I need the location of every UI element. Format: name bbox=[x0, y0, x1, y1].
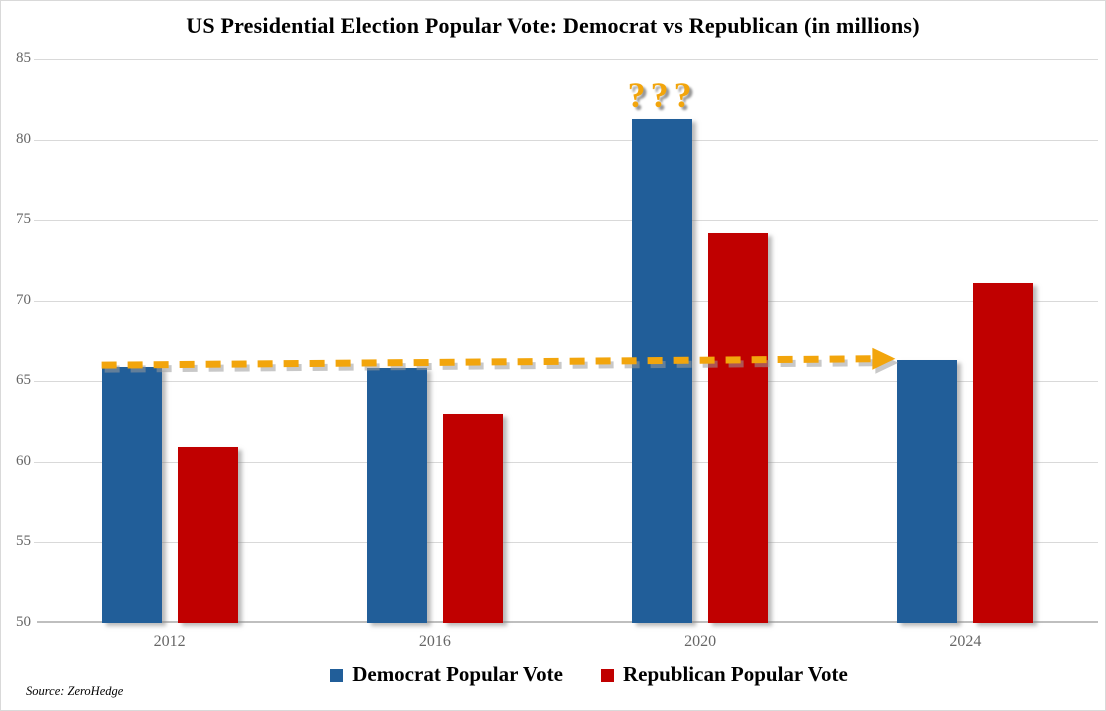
legend-item-republican: Republican Popular Vote bbox=[600, 662, 848, 687]
y-tick-label: 70 bbox=[16, 291, 31, 308]
y-tick-label: 50 bbox=[16, 614, 31, 630]
republican-swatch-icon bbox=[600, 669, 614, 682]
y-tick-label: 75 bbox=[16, 211, 31, 228]
y-tick-label: 80 bbox=[16, 130, 31, 147]
bar-republican-2016 bbox=[442, 413, 503, 623]
gridline bbox=[34, 139, 1098, 141]
gridline bbox=[34, 300, 1098, 302]
source-note: Source: ZeroHedge bbox=[26, 684, 124, 698]
x-axis-label-2016: 2016 bbox=[418, 633, 451, 650]
legend-label-democrat: Democrat Popular Vote bbox=[352, 662, 563, 686]
bar-democrat-2016 bbox=[366, 368, 427, 623]
bar-democrat-2024 bbox=[897, 360, 958, 623]
y-tick-label: 85 bbox=[16, 50, 31, 66]
gridline bbox=[34, 542, 1098, 544]
chart-title: US Presidential Election Popular Vote: D… bbox=[186, 13, 920, 38]
bar-democrat-2020 bbox=[632, 118, 693, 623]
y-tick-label: 55 bbox=[16, 533, 31, 550]
bar-democrat-2012 bbox=[101, 366, 162, 623]
legend: Democrat Popular Vote Republican Popular… bbox=[37, 662, 1105, 687]
gridline bbox=[34, 59, 1098, 60]
gridline bbox=[34, 461, 1098, 463]
legend-label-republican: Republican Popular Vote bbox=[622, 662, 848, 686]
gridline bbox=[34, 220, 1098, 222]
democrat-swatch-icon bbox=[330, 669, 344, 682]
bar-republican-2012 bbox=[177, 447, 238, 623]
gridline bbox=[34, 381, 1098, 383]
legend-item-democrat: Democrat Popular Vote bbox=[330, 662, 563, 687]
x-axis-label-2020: 2020 bbox=[684, 633, 717, 650]
x-axis-label-2024: 2024 bbox=[949, 633, 982, 650]
y-tick-label: 60 bbox=[16, 452, 31, 469]
plot-area: ??? bbox=[34, 59, 1098, 623]
question-marks-annotation: ??? bbox=[627, 74, 697, 115]
y-tick-label: 65 bbox=[16, 372, 31, 389]
bar-republican-2024 bbox=[973, 283, 1034, 623]
x-axis-label-2012: 2012 bbox=[153, 633, 186, 650]
bar-republican-2020 bbox=[708, 233, 769, 623]
